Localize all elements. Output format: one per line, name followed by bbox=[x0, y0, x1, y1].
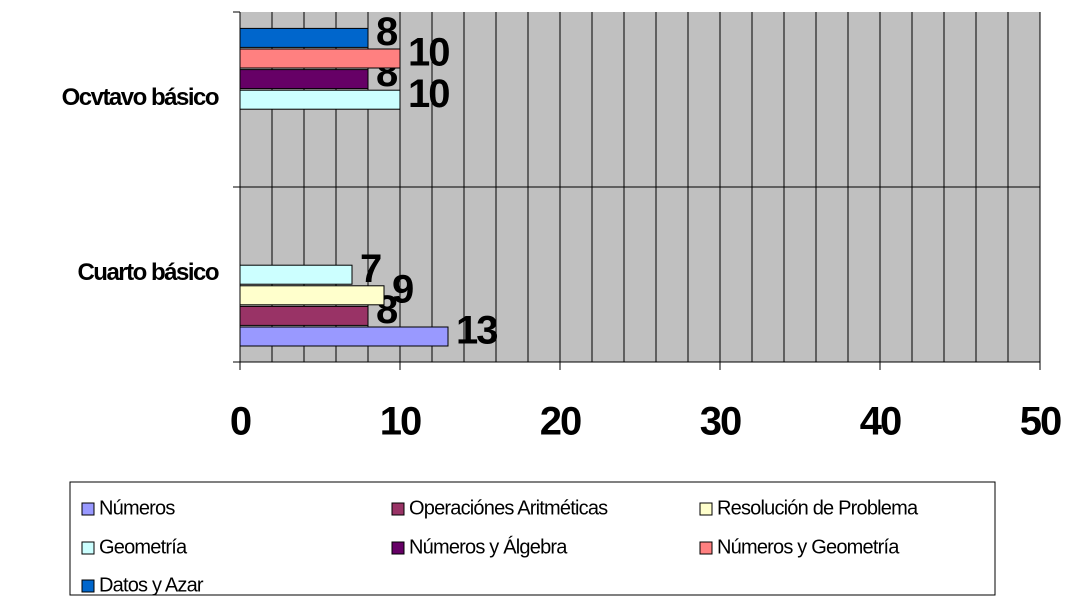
category-label: Cuarto básico bbox=[77, 259, 218, 286]
x-tick-label: 20 bbox=[540, 400, 581, 444]
bar bbox=[239, 285, 385, 306]
data-label: 10 bbox=[408, 31, 449, 75]
data-label: 10 bbox=[408, 72, 449, 116]
legend-swatch bbox=[699, 502, 713, 516]
data-label: 8 bbox=[376, 10, 398, 54]
legend-swatch bbox=[81, 502, 95, 516]
legend-label: Números bbox=[99, 497, 175, 519]
legend-swatch bbox=[391, 502, 405, 516]
legend-label: Resolución de Problema bbox=[717, 497, 919, 519]
x-tick-label: 0 bbox=[230, 400, 251, 444]
legend-swatch bbox=[81, 541, 95, 555]
bar bbox=[239, 264, 353, 285]
bar bbox=[239, 305, 369, 326]
legend-label: Datos y Azar bbox=[99, 574, 204, 596]
x-tick-label: 40 bbox=[860, 400, 901, 444]
bar bbox=[239, 69, 369, 90]
legend-swatch bbox=[391, 541, 405, 555]
legend-label: Números y Álgebra bbox=[409, 535, 568, 558]
legend-swatch bbox=[81, 579, 95, 593]
bar bbox=[239, 326, 449, 347]
category-label: Ocvtavo básico bbox=[62, 84, 219, 111]
legend-label: Geometría bbox=[99, 536, 188, 558]
bar bbox=[239, 27, 369, 48]
x-tick-label: 50 bbox=[1020, 400, 1061, 444]
legend-label: Números y Geometría bbox=[717, 536, 900, 558]
legend-swatch bbox=[699, 541, 713, 555]
bar bbox=[239, 48, 401, 69]
x-tick-label: 10 bbox=[380, 400, 421, 444]
x-tick-label: 30 bbox=[700, 400, 741, 444]
bar bbox=[239, 89, 401, 110]
legend-box bbox=[69, 481, 996, 596]
data-label: 13 bbox=[456, 309, 497, 353]
data-label: 9 bbox=[392, 267, 413, 311]
legend-label: Operaciónes Aritméticas bbox=[409, 497, 608, 519]
data-label: 7 bbox=[360, 247, 381, 291]
